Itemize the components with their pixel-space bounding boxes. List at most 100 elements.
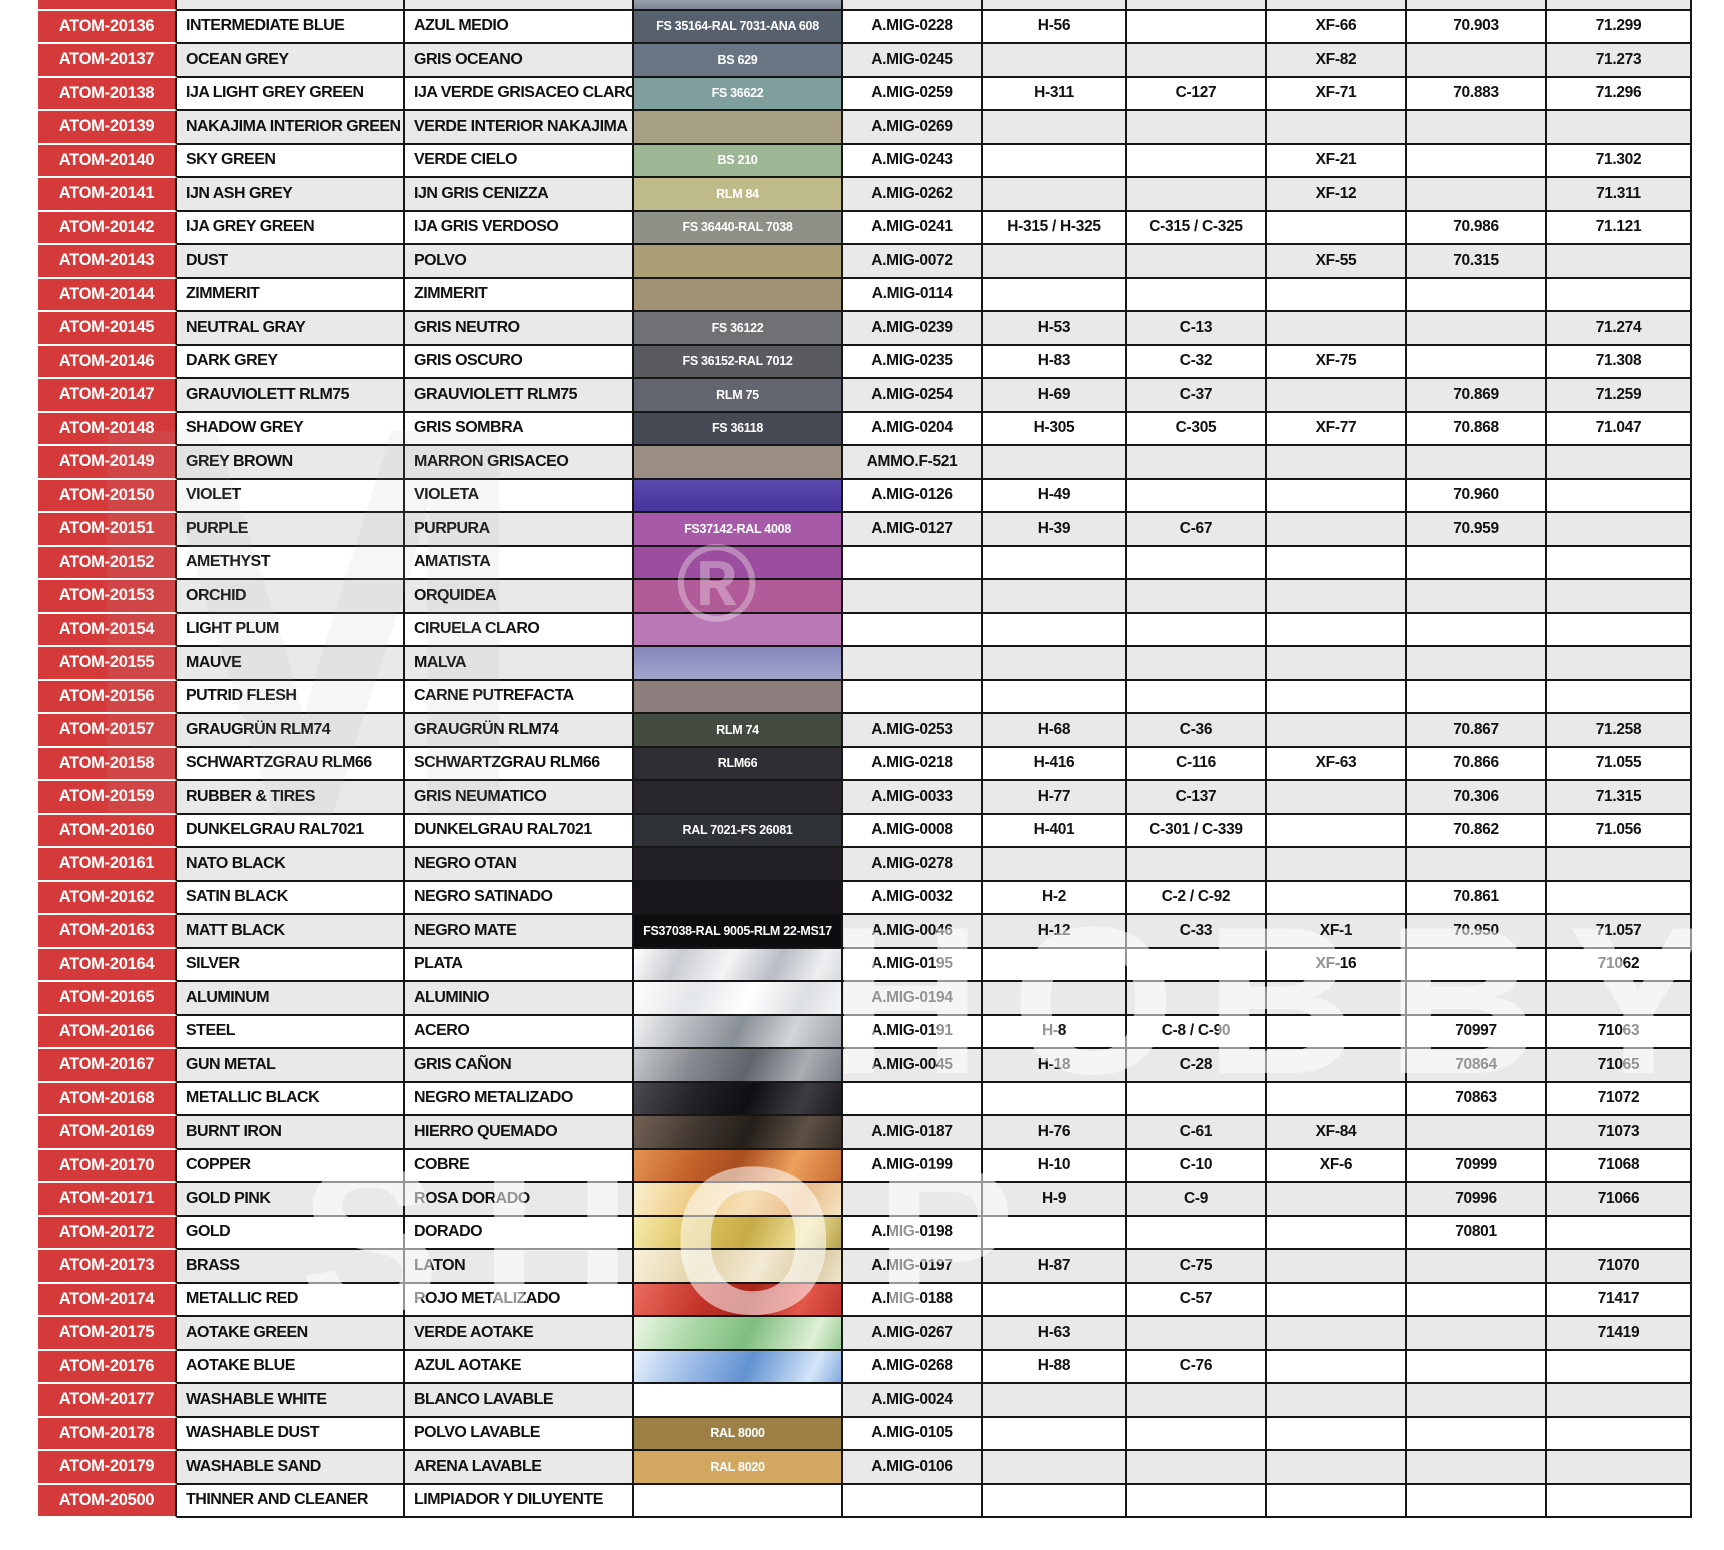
atom-code-cell: ATOM-20163: [38, 915, 177, 949]
ammo-mig-ref-cell: A.MIG-0127: [843, 513, 983, 547]
name-en-cell: AMETHYST: [177, 546, 405, 580]
name-es-cell: ROSA DORADO: [405, 1183, 634, 1217]
tamiya-ref-cell: [1267, 848, 1407, 882]
vallejo-model-color-ref-cell: 70863: [1407, 1082, 1547, 1116]
mr-color-ref-cell: C-315 / C-325: [1127, 211, 1267, 245]
ammo-mig-ref-cell: A.MIG-0114: [843, 278, 983, 312]
ammo-mig-ref-cell: A.MIG-0228: [843, 10, 983, 44]
hobby-color-ref-cell: [983, 245, 1127, 279]
ammo-mig-ref-cell: A.MIG-0198: [843, 1216, 983, 1250]
tamiya-ref-cell: [1267, 111, 1407, 145]
mr-color-ref-cell: [1127, 1216, 1267, 1250]
tamiya-ref-cell: [1267, 1250, 1407, 1284]
name-es-cell: NEGRO MATE: [405, 915, 634, 949]
vallejo-model-color-ref-cell: [1407, 1384, 1547, 1418]
tamiya-ref-cell: [1267, 379, 1407, 413]
table-row: ATOM-20138 IJA LIGHT GREY GREEN IJA VERDE …: [38, 77, 1692, 111]
vallejo-model-color-ref-cell: [1407, 345, 1547, 379]
hobby-color-ref-cell: H-83: [983, 345, 1127, 379]
ammo-mig-ref-cell: [843, 1183, 983, 1217]
name-en-cell: METALLIC BLACK: [177, 1082, 405, 1116]
tamiya-ref-cell: [1267, 781, 1407, 815]
mr-color-ref-cell: [1127, 1417, 1267, 1451]
name-es-cell: LATON: [405, 1250, 634, 1284]
hobby-color-ref-cell: [983, 580, 1127, 614]
vallejo-model-air-ref-cell: [1547, 1350, 1692, 1384]
tamiya-ref-cell: XF-16: [1267, 948, 1407, 982]
ammo-mig-ref-cell: [843, 0, 983, 11]
color-swatch-cell: [634, 1484, 843, 1518]
vallejo-model-color-ref-cell: [1407, 1250, 1547, 1284]
vallejo-model-color-ref-cell: [1407, 647, 1547, 681]
hobby-color-ref-cell: [983, 446, 1127, 480]
name-en-cell: STEEL: [177, 1015, 405, 1049]
name-es-cell: PLATA: [405, 948, 634, 982]
name-es-cell: NEGRO METALIZADO: [405, 1082, 634, 1116]
vallejo-model-air-ref-cell: [1547, 111, 1692, 145]
color-swatch-cell: [634, 647, 843, 681]
name-es-cell: MARRON GRISACEO: [405, 446, 634, 480]
atom-code-cell: ATOM-20178: [38, 1417, 177, 1451]
table-row: ATOM-20157 GRAUGRÜN RLM74 GRAUGRÜN RLM74 RL…: [38, 714, 1692, 748]
ammo-mig-ref-cell: A.MIG-0241: [843, 211, 983, 245]
table-row: ATOM-20150 VIOLET VIOLETA A.MIG-0126 H-49 70.…: [38, 479, 1692, 513]
vallejo-model-air-ref-cell: 71068: [1547, 1149, 1692, 1183]
color-swatch-cell: [634, 1149, 843, 1183]
hobby-color-ref-cell: [983, 44, 1127, 78]
vallejo-model-color-ref-cell: 70801: [1407, 1216, 1547, 1250]
hobby-color-ref-cell: H-9: [983, 1183, 1127, 1217]
vallejo-model-air-ref-cell: 71065: [1547, 1049, 1692, 1083]
tamiya-ref-cell: [1267, 1417, 1407, 1451]
table-row: ATOM-20169 BURNT IRON HIERRO QUEMADO A.MIG-…: [38, 1116, 1692, 1150]
vallejo-model-air-ref-cell: 71070: [1547, 1250, 1692, 1284]
ammo-mig-ref-cell: A.MIG-0195: [843, 948, 983, 982]
atom-code-cell: ATOM-20145: [38, 312, 177, 346]
tamiya-ref-cell: [1267, 1283, 1407, 1317]
vallejo-model-air-ref-cell: [1547, 613, 1692, 647]
vallejo-model-color-ref-cell: 70.315: [1407, 245, 1547, 279]
tamiya-ref-cell: [1267, 1350, 1407, 1384]
atom-code-cell: ATOM-20148: [38, 412, 177, 446]
mr-color-ref-cell: C-305: [1127, 412, 1267, 446]
mr-color-ref-cell: C-76: [1127, 1350, 1267, 1384]
tamiya-ref-cell: [1267, 0, 1407, 11]
hobby-color-ref-cell: H-2: [983, 881, 1127, 915]
name-es-cell: GRIS NEUTRO: [405, 312, 634, 346]
vallejo-model-color-ref-cell: 70.867: [1407, 714, 1547, 748]
hobby-color-ref-cell: H-315 / H-325: [983, 211, 1127, 245]
name-es-cell: MALVA: [405, 647, 634, 681]
tamiya-ref-cell: [1267, 546, 1407, 580]
vallejo-model-air-ref-cell: [1547, 479, 1692, 513]
vallejo-model-air-ref-cell: 71073: [1547, 1116, 1692, 1150]
name-en-cell: NATO BLACK: [177, 848, 405, 882]
name-en-cell: DUST: [177, 245, 405, 279]
color-swatch-cell: [634, 881, 843, 915]
color-swatch-cell: [634, 613, 843, 647]
ammo-mig-ref-cell: A.MIG-0199: [843, 1149, 983, 1183]
tamiya-ref-cell: [1267, 1484, 1407, 1518]
mr-color-ref-cell: [1127, 948, 1267, 982]
mr-color-ref-cell: [1127, 0, 1267, 11]
name-es-cell: AZUL MEDIO: [405, 10, 634, 44]
vallejo-model-color-ref-cell: [1407, 312, 1547, 346]
name-en-cell: AOTAKE BLUE: [177, 1350, 405, 1384]
name-es-cell: IJA VERDE GRISACEO CLARO: [405, 77, 634, 111]
vallejo-model-air-ref-cell: 71.121: [1547, 211, 1692, 245]
atom-code-cell: ATOM-20172: [38, 1216, 177, 1250]
mr-color-ref-cell: [1127, 10, 1267, 44]
hobby-color-ref-cell: [983, 1484, 1127, 1518]
table-row: ATOM-20148 SHADOW GREY GRIS SOMBRA FS 36118…: [38, 412, 1692, 446]
atom-code-cell: ATOM-20142: [38, 211, 177, 245]
color-swatch-cell: RAL 8020: [634, 1451, 843, 1485]
ammo-mig-ref-cell: A.MIG-0197: [843, 1250, 983, 1284]
vallejo-model-color-ref-cell: [1407, 613, 1547, 647]
atom-code-cell: ATOM-20500: [38, 1484, 177, 1518]
mr-color-ref-cell: [1127, 680, 1267, 714]
hobby-color-ref-cell: [983, 1283, 1127, 1317]
vallejo-model-air-ref-cell: [1547, 278, 1692, 312]
color-swatch-cell: [634, 1183, 843, 1217]
vallejo-model-air-ref-cell: 71.308: [1547, 345, 1692, 379]
atom-code-cell: ATOM-20177: [38, 1384, 177, 1418]
table-row: ATOM-20151 PURPLE PURPURA FS37142-RAL 4008 A…: [38, 513, 1692, 547]
name-en-cell: NAKAJIMA INTERIOR GREEN: [177, 111, 405, 145]
